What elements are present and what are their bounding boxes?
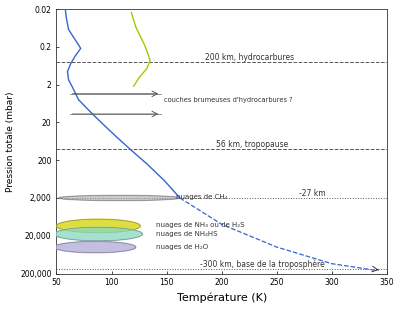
- Text: 56 km, tropopause: 56 km, tropopause: [216, 140, 288, 149]
- Polygon shape: [56, 219, 140, 233]
- Polygon shape: [54, 241, 136, 253]
- Text: couches brumeuses d'hydrocarbures ?: couches brumeuses d'hydrocarbures ?: [164, 97, 293, 103]
- Polygon shape: [59, 195, 180, 201]
- X-axis label: Température (K): Température (K): [177, 293, 267, 303]
- Text: 200 km, hydrocarbures: 200 km, hydrocarbures: [205, 53, 294, 62]
- Y-axis label: Pression totale (mbar): Pression totale (mbar): [6, 91, 14, 192]
- Text: nuages de CH₄: nuages de CH₄: [176, 194, 227, 200]
- Polygon shape: [54, 227, 142, 241]
- Text: -300 km, base de la troposphère: -300 km, base de la troposphère: [200, 260, 324, 269]
- Text: nuages de NH₃ ou de H₂S: nuages de NH₃ ou de H₂S: [156, 222, 244, 228]
- Text: nuages de NH₄HS: nuages de NH₄HS: [156, 231, 217, 237]
- Text: nuages de H₂O: nuages de H₂O: [156, 244, 208, 250]
- Text: -27 km: -27 km: [299, 189, 326, 198]
